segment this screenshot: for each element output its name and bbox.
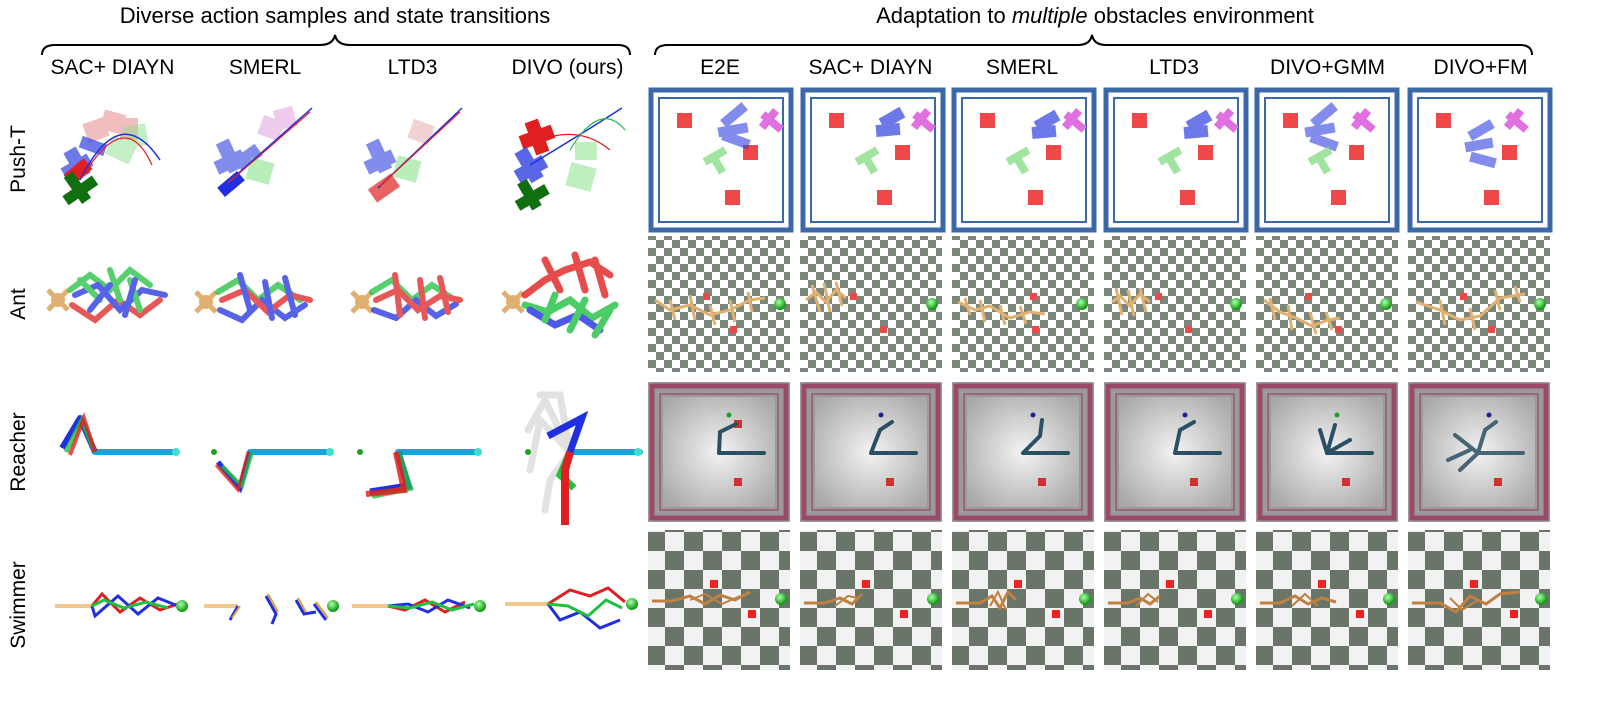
left-reacher-cell-2	[211, 448, 334, 494]
right-pusht-cell-6	[1407, 87, 1553, 233]
right-swimmer-cell-5	[1256, 530, 1398, 670]
right-pusht-cell-5	[1254, 87, 1400, 233]
right-col-label-6: DIVO+FM	[1433, 56, 1528, 79]
right-reacher-cell-4	[1104, 382, 1246, 522]
left-pusht-cell-4	[513, 107, 626, 211]
right-swimmer-cell-4	[1104, 530, 1246, 670]
right-title-emph: multiple	[1011, 3, 1088, 28]
goal-sphere-icon	[176, 600, 188, 612]
left-reacher-cell-4	[524, 391, 643, 525]
right-ant-row	[648, 236, 1550, 372]
left-swimmer-cell-4	[505, 586, 638, 630]
right-pusht-cell-2	[800, 87, 946, 233]
right-ant-cell-3	[952, 236, 1094, 372]
left-reacher-cell-1	[59, 411, 180, 456]
left-swimmer-cell-3	[352, 598, 486, 614]
left-ant-cell-3	[350, 272, 463, 322]
left-ant-cell-1	[46, 266, 168, 324]
right-pusht-cell-3	[951, 87, 1097, 233]
left-ant-cell-4	[501, 251, 619, 339]
left-panel-title: Diverse action samples and state transit…	[119, 3, 551, 28]
left-swimmer-cell-1	[55, 591, 188, 619]
t-shape-icon	[62, 171, 99, 206]
left-reacher-cell-3	[357, 448, 482, 499]
left-pusht-cell-3	[363, 107, 463, 203]
right-swimmer-cell-1	[648, 530, 790, 670]
reacher-arm-icon	[717, 422, 766, 455]
right-reacher-cell-1	[648, 382, 790, 522]
right-col-label-4: LTD3	[1149, 56, 1199, 79]
right-ant-cell-5	[1256, 236, 1398, 372]
right-col-label-5: DIVO+GMM	[1270, 56, 1385, 79]
right-title-prefix: Adaptation to	[876, 3, 1012, 28]
left-col-label-2: SMERL	[228, 56, 302, 79]
right-swimmer-row	[648, 530, 1550, 670]
left-col-label-3: LTD3	[387, 56, 438, 79]
right-ant-cell-2	[800, 236, 942, 372]
right-swimmer-cell-6	[1408, 530, 1550, 670]
right-title-suffix: obstacles environment	[1087, 3, 1314, 28]
right-reacher-cell-6	[1408, 382, 1550, 522]
right-ant-cell-6	[1408, 236, 1550, 372]
left-pusht-cell-2	[213, 105, 313, 197]
right-pusht-row	[648, 87, 1553, 233]
right-reacher-cell-3	[952, 382, 1094, 522]
ant-robot-icon	[46, 288, 70, 312]
right-col-label-3: SMERL	[985, 56, 1059, 79]
right-ant-cell-1	[648, 236, 790, 372]
left-col-label-1: SAC+ DIAYN	[50, 56, 175, 79]
right-ant-cell-4	[1104, 236, 1246, 372]
right-reacher-cell-2	[800, 382, 942, 522]
left-swimmer-cell-2	[204, 593, 339, 625]
right-pusht-cell-1	[648, 87, 794, 233]
obstacle-cube-icon	[677, 113, 692, 128]
right-reacher-row	[648, 382, 1550, 522]
right-curly-brace-icon	[654, 34, 1533, 56]
left-ant-cell-2	[194, 272, 313, 324]
right-panel-title: Adaptation to multiple obstacles environ…	[655, 3, 1535, 29]
right-pusht-cell-4	[1103, 87, 1249, 233]
right-swimmer-cell-3	[952, 530, 1094, 670]
left-pusht-cell-1	[60, 109, 161, 206]
right-col-label-2: SAC+ DIAYN	[808, 56, 933, 79]
left-col-label-4: DIVO (ours)	[511, 56, 624, 79]
right-col-label-1: E2E	[700, 56, 740, 79]
left-curly-brace-icon	[41, 34, 631, 56]
right-reacher-cell-5	[1256, 382, 1398, 522]
right-swimmer-cell-2	[800, 530, 942, 670]
